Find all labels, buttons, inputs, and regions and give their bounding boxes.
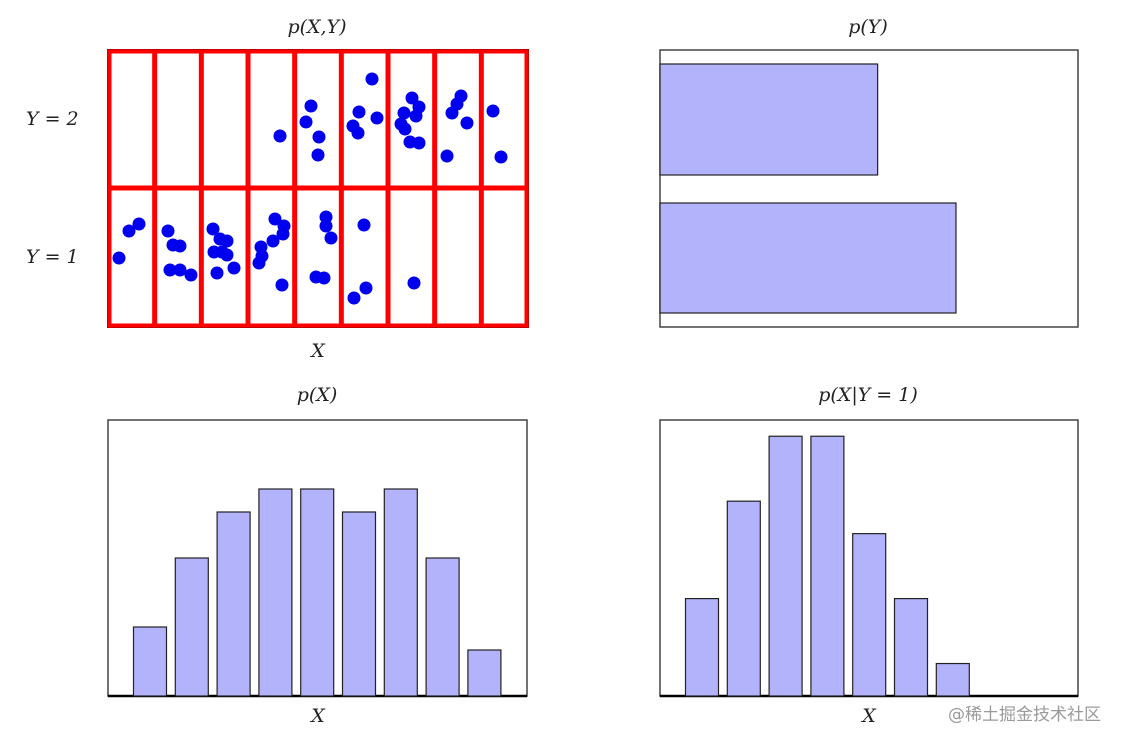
data-point [184,268,198,282]
data-point [494,150,508,164]
data-point [112,251,126,265]
data-point [266,234,280,248]
py-chart-title: p(Y) [848,16,888,38]
data-point [312,130,326,144]
px-bar-chart [107,419,528,698]
pxy-chart-xlabel: X [862,705,876,727]
bar [810,435,845,697]
data-point [273,129,287,143]
data-point [227,261,241,275]
bar [383,488,418,697]
py-bar-chart [659,49,1079,328]
data-point [398,122,412,136]
data-point [173,239,187,253]
bar [659,63,879,176]
bar [935,662,970,697]
pxy-bar-chart [659,419,1079,698]
data-point [220,248,234,262]
bar [726,500,761,697]
data-point [210,266,224,280]
px-chart-xlabel: X [311,705,325,727]
bar [132,626,168,697]
data-point [407,276,421,290]
bar [684,597,720,697]
y1-label: Y = 1 [26,246,79,268]
bar [258,488,293,697]
bar [216,511,251,697]
pxy-chart-title: p(X|Y = 1) [818,384,918,406]
data-point [304,99,318,113]
bar [467,649,502,697]
data-point [359,281,373,295]
data-point [317,271,331,285]
data-point [357,218,371,232]
data-point [440,149,454,163]
bar [852,533,887,697]
data-point [324,231,338,245]
y2-label: Y = 2 [26,108,79,130]
data-point [161,224,175,238]
data-point [460,116,474,130]
data-point [163,263,177,277]
data-point [122,224,136,238]
bar [174,557,209,697]
data-point [397,106,411,120]
data-point [445,106,459,120]
data-point [486,104,500,118]
data-point [206,222,220,236]
data-point [319,210,333,224]
bar [893,597,929,697]
bar [768,435,803,697]
data-point [173,263,187,277]
joint-chart-title: p(X,Y) [287,16,347,38]
bar [341,511,377,697]
data-point [275,278,289,292]
data-point [352,105,366,119]
data-point [311,148,325,162]
data-point [351,126,365,140]
data-point [268,212,282,226]
data-point [299,115,313,129]
data-point [220,234,234,248]
px-chart-title: p(X) [296,384,338,406]
bar [659,202,957,314]
joint-distribution-grid [107,49,529,328]
data-point [132,217,146,231]
data-point [252,256,266,270]
data-point [412,136,426,150]
joint-chart-xlabel: X [311,340,325,362]
data-point [365,72,379,86]
data-point [347,291,361,305]
bar [425,557,460,697]
data-point [276,227,290,241]
data-point [409,109,423,123]
bar [300,488,335,697]
data-point [370,111,384,125]
data-point [319,219,333,233]
data-point [405,91,419,105]
watermark: @稀土掘金技术社区 [948,705,1101,725]
